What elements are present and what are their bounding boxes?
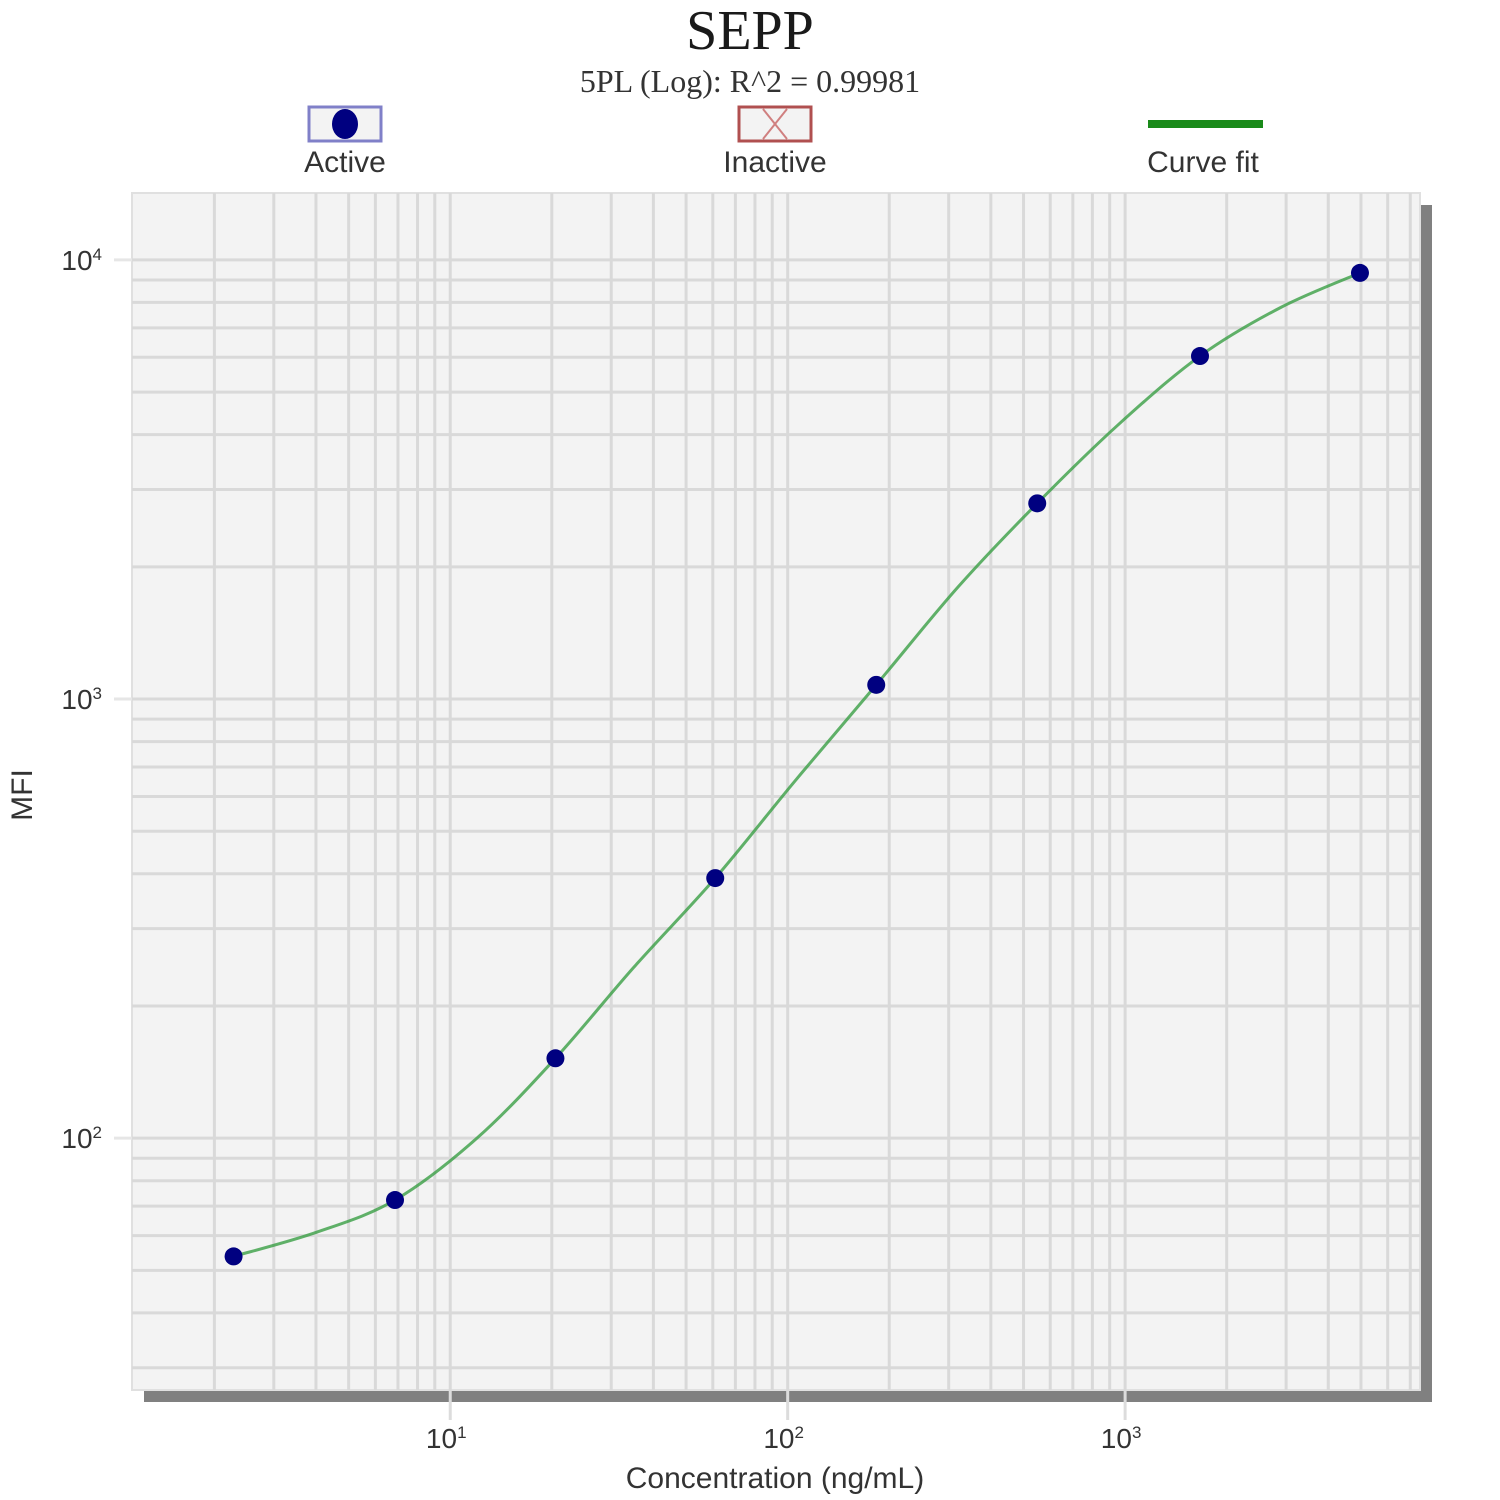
y-tick-label: 102 bbox=[61, 1123, 102, 1154]
x-axis-label: Concentration (ng/mL) bbox=[626, 1462, 924, 1495]
y-tick-label: 103 bbox=[61, 684, 102, 715]
legend-label-active: Active bbox=[304, 146, 386, 179]
data-point-active[interactable] bbox=[867, 675, 886, 694]
curve-fit-line bbox=[233, 271, 1361, 1258]
data-point-active[interactable] bbox=[1350, 263, 1369, 282]
x-tick-label: 103 bbox=[1101, 1423, 1142, 1454]
data-points bbox=[224, 263, 1369, 1266]
data-point-active[interactable] bbox=[1191, 347, 1210, 366]
filled-circle-marker-icon bbox=[307, 105, 383, 143]
legend-label-curve-fit: Curve fit bbox=[1147, 146, 1259, 179]
data-point-active[interactable] bbox=[224, 1247, 243, 1266]
x-tick-label: 101 bbox=[426, 1423, 467, 1454]
data-point-active[interactable] bbox=[1028, 494, 1047, 513]
data-point-active[interactable] bbox=[546, 1049, 565, 1068]
x-marker-icon bbox=[737, 105, 813, 143]
x-tick-label: 102 bbox=[763, 1423, 804, 1454]
data-point-active[interactable] bbox=[706, 869, 725, 888]
data-point-active[interactable] bbox=[386, 1191, 405, 1210]
chart-subtitle: 5PL (Log): R^2 = 0.99981 bbox=[579, 63, 921, 99]
y-tick-label: 104 bbox=[61, 245, 102, 276]
line-icon bbox=[1148, 120, 1263, 128]
y-axis-label: MFI bbox=[6, 769, 39, 821]
grid-lines bbox=[132, 193, 1420, 1390]
legend-label-inactive: Inactive bbox=[723, 146, 827, 179]
chart-title: SEPP bbox=[686, 0, 814, 62]
